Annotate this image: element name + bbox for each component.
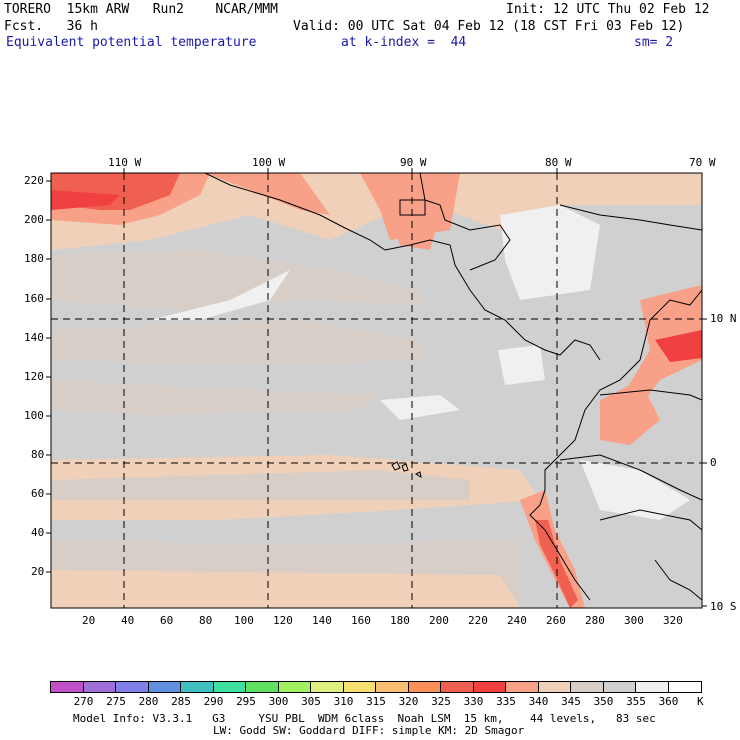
field-name-label: Equivalent potential temperature <box>6 35 257 50</box>
x-tick-label: 100 <box>234 614 254 627</box>
colorbar-label: 305 <box>301 695 321 708</box>
model-run-label: TORERO 15km ARW Run2 NCAR/MMM <box>4 2 278 17</box>
x-tick-label: 300 <box>624 614 644 627</box>
colorbar-label: 310 <box>333 695 354 708</box>
colorbar-swatch <box>506 682 539 692</box>
colorbar-label: 315 <box>366 695 386 708</box>
lat-label-10s: 10 S <box>710 600 737 613</box>
x-tick-label: 220 <box>468 614 488 627</box>
colorbar-label: 270 <box>73 695 94 708</box>
colorbar-swatch <box>51 682 84 692</box>
colorbar-swatch <box>83 682 116 692</box>
colorbar-label: 320 <box>398 695 419 708</box>
x-tick-label: 200 <box>429 614 449 627</box>
y-tick-label: 220 <box>24 174 44 187</box>
colorbar-swatch <box>636 682 669 692</box>
x-tick-label: 40 <box>121 614 135 627</box>
colorbar-swatch <box>441 682 474 692</box>
x-tick-label: 160 <box>351 614 371 627</box>
physics-info-line: LW: Godd SW: Goddard DIFF: simple KM: 2D… <box>213 724 525 737</box>
frame-ticks <box>46 168 707 607</box>
colorbar-swatch <box>343 682 376 692</box>
colorbar-label: 340 <box>528 695 549 708</box>
lat-label-10n: 10 N <box>710 312 737 325</box>
colorbar-swatch <box>116 682 149 692</box>
x-tick-label: 180 <box>390 614 410 627</box>
valid-time-label: Valid: 00 UTC Sat 04 Feb 12 (18 CST Fri … <box>293 19 685 34</box>
x-tick-label: 320 <box>663 614 683 627</box>
lat-label-0: 0 <box>710 456 717 469</box>
y-tick-label: 40 <box>31 526 45 539</box>
colorbar-swatch <box>473 682 506 692</box>
x-tick-label: 280 <box>585 614 605 627</box>
y-tick-label: 160 <box>24 292 44 305</box>
y-tick-label: 200 <box>24 213 44 226</box>
colorbar-label: 280 <box>138 695 159 708</box>
colorbar-swatch <box>311 682 344 692</box>
smoothing-label: sm= 2 <box>634 35 674 50</box>
x-tick-label: 20 <box>82 614 96 627</box>
colorbar-swatch <box>181 682 214 692</box>
colorbar-label: 275 <box>106 695 126 708</box>
colorbar-swatch <box>148 682 181 692</box>
colorbar-label: 290 <box>203 695 224 708</box>
colorbar-swatch <box>538 682 571 692</box>
colorbar-label: 345 <box>561 695 581 708</box>
lon-label-80w: 80 W <box>545 156 572 169</box>
lon-label-70w: 70 W <box>689 156 716 169</box>
shaded-field <box>51 173 702 608</box>
colorbar-swatch <box>213 682 246 692</box>
x-tick-label: 80 <box>199 614 213 627</box>
y-tick-label: 180 <box>24 252 44 265</box>
x-tick-label: 60 <box>160 614 174 627</box>
y-tick-label: 100 <box>24 409 44 422</box>
y-tick-label: 120 <box>24 370 44 383</box>
colorbar-swatch <box>603 682 636 692</box>
y-tick-label: 60 <box>31 487 45 500</box>
colorbar-label: 285 <box>171 695 191 708</box>
colorbar-label: 360 <box>658 695 679 708</box>
colorbar-label: 295 <box>236 695 256 708</box>
colorbar-label: 335 <box>496 695 516 708</box>
plot-frame <box>50 172 703 609</box>
colorbar-label: 355 <box>626 695 646 708</box>
x-tick-label: 240 <box>507 614 527 627</box>
coastlines <box>204 173 702 601</box>
init-time-label: Init: 12 UTC Thu 02 Feb 12 <box>506 2 710 17</box>
colorbar-label: 350 <box>593 695 614 708</box>
x-tick-label: 140 <box>312 614 332 627</box>
lon-label-90w: 90 W <box>400 156 427 169</box>
colorbar-swatch <box>376 682 409 692</box>
colorbar-swatch <box>278 682 311 692</box>
y-tick-label: 80 <box>31 448 45 461</box>
y-tick-label: 140 <box>24 331 44 344</box>
latlon-grid <box>51 173 702 608</box>
y-tick-label: 20 <box>31 565 45 578</box>
model-info-line: Model Info: V3.3.1 G3 YSU PBL WDM 6class… <box>73 712 656 725</box>
colorbar-label: 300 <box>268 695 289 708</box>
colorbar-label: 325 <box>431 695 451 708</box>
lon-label-100w: 100 W <box>252 156 286 169</box>
colorbar-swatch <box>408 682 441 692</box>
lon-label-110w: 110 W <box>108 156 142 169</box>
colorbar-unit: K <box>697 695 704 708</box>
colorbar-label: 330 <box>463 695 484 708</box>
level-label: at k-index = 44 <box>341 35 467 50</box>
colorbar-swatch <box>571 682 604 692</box>
colorbar <box>50 681 702 693</box>
colorbar-swatch <box>246 682 279 692</box>
colorbar-swatch <box>668 682 701 692</box>
x-tick-label: 260 <box>546 614 566 627</box>
x-tick-label: 120 <box>273 614 293 627</box>
forecast-hour-label: Fcst. 36 h <box>4 19 98 34</box>
